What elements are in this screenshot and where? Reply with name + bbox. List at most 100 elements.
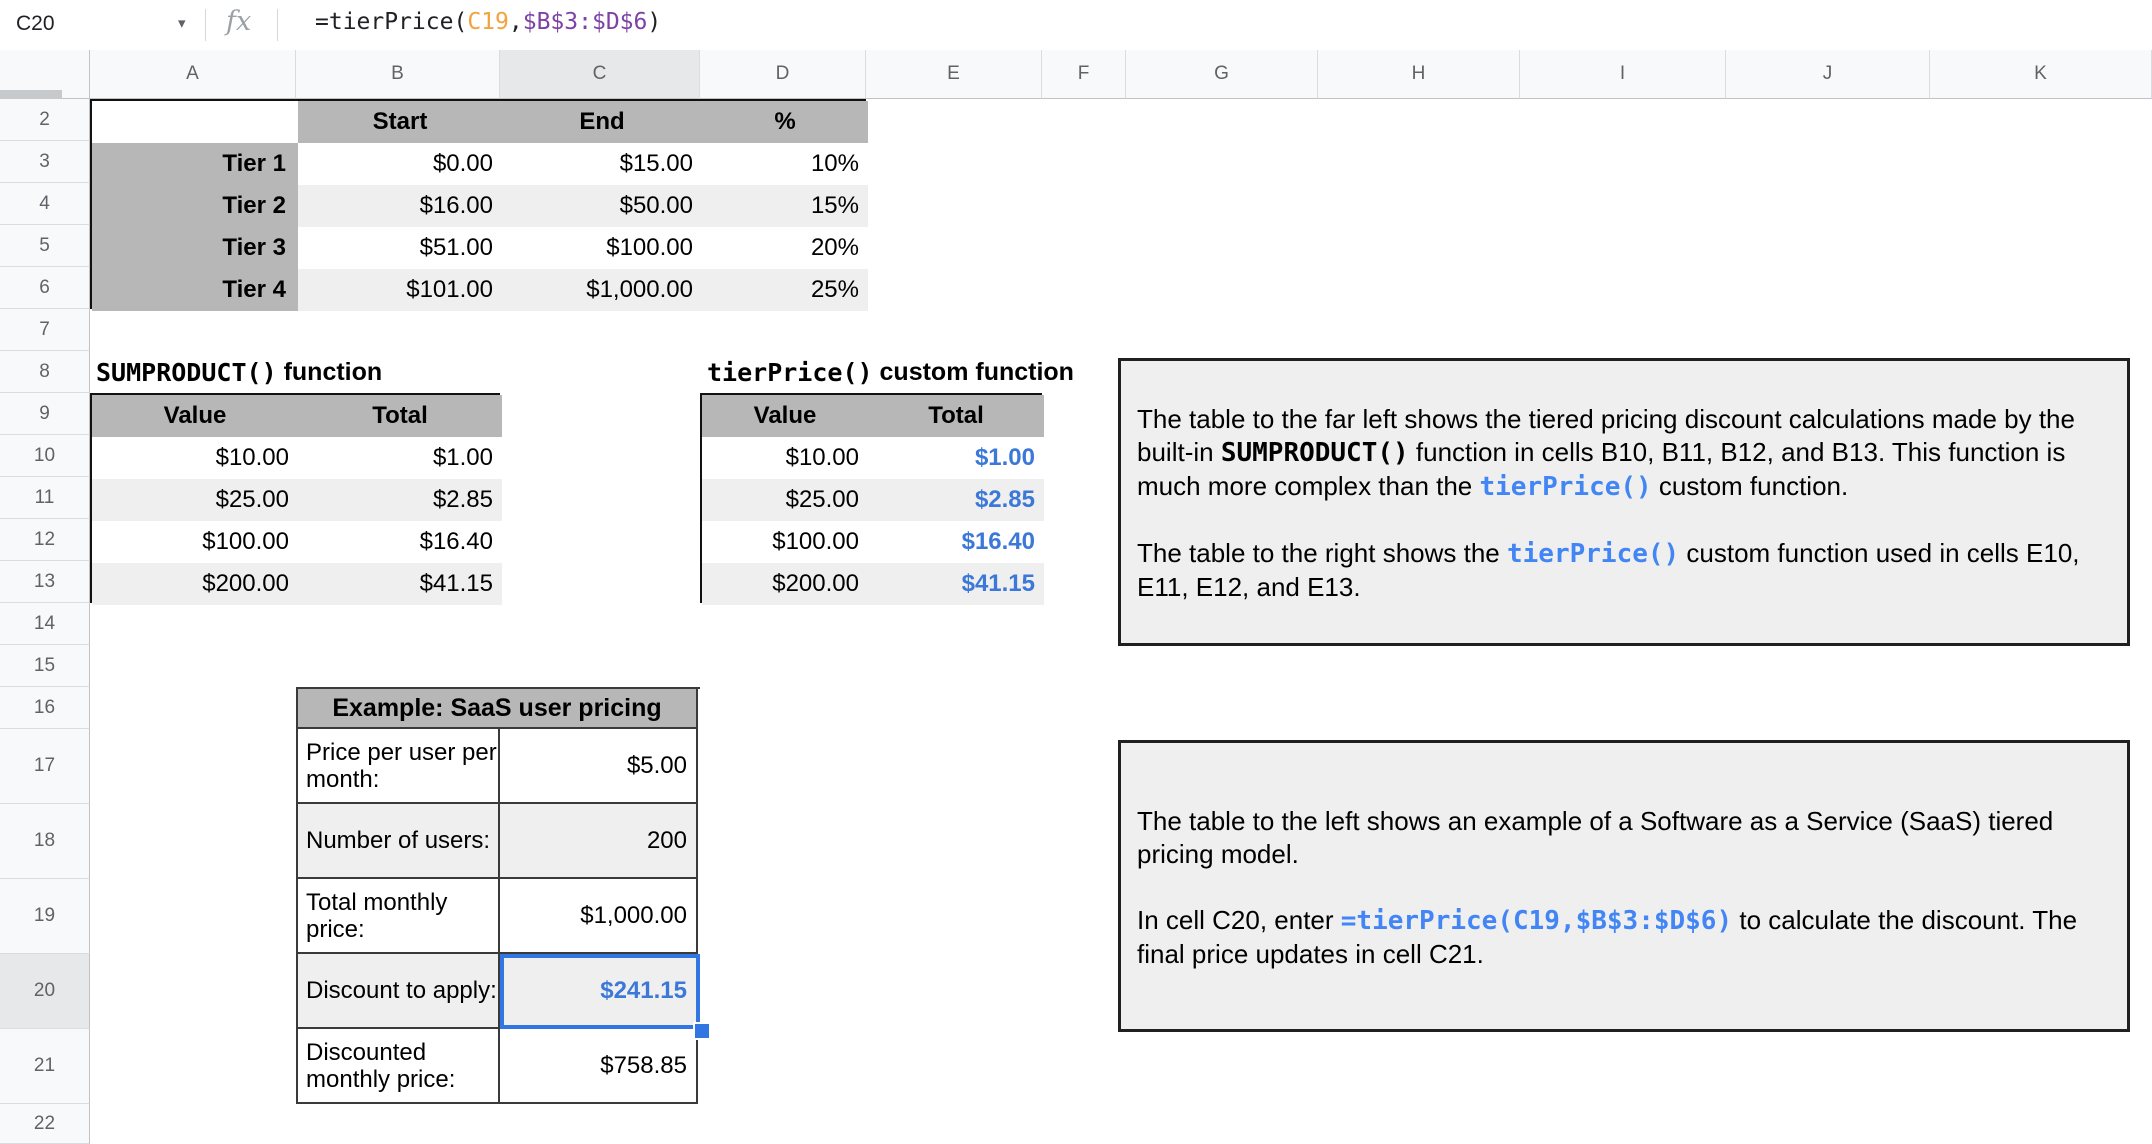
cell[interactable]: $2.85: [868, 479, 1044, 521]
cell[interactable]: $241.15: [500, 954, 698, 1029]
cell[interactable]: Start: [298, 101, 502, 143]
column-header-A[interactable]: A: [90, 50, 296, 99]
cell[interactable]: $50.00: [502, 185, 702, 227]
cell[interactable]: Tier 2: [92, 185, 298, 227]
chevron-down-icon[interactable]: ▾: [178, 15, 186, 32]
row-header-20[interactable]: 20: [0, 954, 90, 1029]
fx-icon: fx: [226, 6, 252, 37]
column-header-E[interactable]: E: [866, 50, 1042, 99]
cell[interactable]: %: [702, 101, 868, 143]
column-header-D[interactable]: D: [700, 50, 866, 99]
cell[interactable]: 200: [500, 804, 698, 879]
row-header-13[interactable]: 13: [0, 561, 90, 603]
row-header-8[interactable]: 8: [0, 351, 90, 393]
cell[interactable]: $16.40: [298, 521, 502, 563]
cell[interactable]: $5.00: [500, 729, 698, 804]
cell[interactable]: $16.40: [868, 521, 1044, 563]
cell[interactable]: Total monthly price:: [298, 879, 500, 954]
row-header-7[interactable]: 7: [0, 309, 90, 351]
cell[interactable]: $100.00: [92, 521, 298, 563]
sumproduct-title[interactable]: SUMPRODUCT() function: [96, 351, 382, 393]
cell[interactable]: $758.85: [500, 1029, 698, 1104]
formula-input[interactable]: =tierPrice(C19,$B$3:$D$6): [315, 9, 661, 35]
cell[interactable]: Price per user per month:: [298, 729, 500, 804]
cell[interactable]: $16.00: [298, 185, 502, 227]
cell[interactable]: $10.00: [702, 437, 868, 479]
column-header-G[interactable]: G: [1126, 50, 1318, 99]
cell[interactable]: $10.00: [92, 437, 298, 479]
cell[interactable]: Discounted monthly price:: [298, 1029, 500, 1104]
cell[interactable]: $1,000.00: [500, 879, 698, 954]
cell[interactable]: $1.00: [868, 437, 1044, 479]
column-header-F[interactable]: F: [1042, 50, 1126, 99]
example-table: Example: SaaS user pricing Price per user…: [296, 687, 700, 1104]
cell[interactable]: $41.15: [298, 563, 502, 605]
cell[interactable]: $25.00: [702, 479, 868, 521]
row-header-19[interactable]: 19: [0, 879, 90, 954]
cell[interactable]: 15%: [702, 185, 868, 227]
cell[interactable]: 10%: [702, 143, 868, 185]
cell[interactable]: $15.00: [502, 143, 702, 185]
cell[interactable]: $41.15: [868, 563, 1044, 605]
column-header-C[interactable]: C: [500, 50, 700, 99]
row-header-16[interactable]: 16: [0, 687, 90, 729]
selected-cell-outline[interactable]: [500, 954, 711, 1040]
cell[interactable]: $2.85: [298, 479, 502, 521]
cell[interactable]: $25.00: [92, 479, 298, 521]
cell[interactable]: $1.00: [298, 437, 502, 479]
cell[interactable]: Number of users:: [298, 804, 500, 879]
row-header-9[interactable]: 9: [0, 393, 90, 435]
cell[interactable]: [92, 101, 298, 143]
note-text: The table to the left shows an example o…: [1137, 806, 2054, 869]
cell[interactable]: $200.00: [92, 563, 298, 605]
cell[interactable]: $101.00: [298, 269, 502, 311]
tierprice-title[interactable]: tierPrice() custom function: [707, 351, 1074, 393]
cell[interactable]: $51.00: [298, 227, 502, 269]
row-header-12[interactable]: 12: [0, 519, 90, 561]
cell[interactable]: Total: [868, 395, 1044, 437]
cell[interactable]: $200.00: [702, 563, 868, 605]
code-text: =tierPrice(C19,$B$3:$D$6): [1340, 906, 1733, 936]
cell[interactable]: Value: [92, 395, 298, 437]
note-paragraph: The table to the far left shows the tier…: [1137, 403, 2111, 504]
row-header-21[interactable]: 21: [0, 1029, 90, 1104]
row-header-6[interactable]: 6: [0, 267, 90, 309]
note-box-2[interactable]: The table to the left shows an example o…: [1118, 740, 2130, 1032]
cell[interactable]: Total: [298, 395, 502, 437]
row-header-4[interactable]: 4: [0, 183, 90, 225]
cell-name-box[interactable]: C20 ▾: [0, 0, 205, 48]
cell[interactable]: $100.00: [702, 521, 868, 563]
row-header-18[interactable]: 18: [0, 804, 90, 879]
row-header-5[interactable]: 5: [0, 225, 90, 267]
cell[interactable]: Discount to apply:: [298, 954, 500, 1029]
cell[interactable]: 20%: [702, 227, 868, 269]
fill-handle[interactable]: [693, 1022, 711, 1040]
cell[interactable]: Example: SaaS user pricing: [298, 689, 698, 729]
cell[interactable]: 25%: [702, 269, 868, 311]
row-header-10[interactable]: 10: [0, 435, 90, 477]
cell[interactable]: End: [502, 101, 702, 143]
note-text: The table to the right shows the: [1137, 538, 1507, 568]
cell[interactable]: Tier 1: [92, 143, 298, 185]
cell[interactable]: Value: [702, 395, 868, 437]
cell[interactable]: Tier 3: [92, 227, 298, 269]
column-header-I[interactable]: I: [1520, 50, 1726, 99]
column-header-H[interactable]: H: [1318, 50, 1520, 99]
cell[interactable]: $1,000.00: [502, 269, 702, 311]
row-header-17[interactable]: 17: [0, 729, 90, 804]
row-header-15[interactable]: 15: [0, 645, 90, 687]
column-header-B[interactable]: B: [296, 50, 500, 99]
cell[interactable]: Tier 4: [92, 269, 298, 311]
note-box-1[interactable]: The table to the far left shows the tier…: [1118, 358, 2130, 646]
note-text: function in cells B10, B11, B12, and B13…: [1137, 437, 2066, 501]
row-header-14[interactable]: 14: [0, 603, 90, 645]
sumproduct-table: Value Total $10.00 $1.00 $25.00 $2.85 $100.00 $…: [90, 393, 502, 605]
cell[interactable]: $100.00: [502, 227, 702, 269]
row-header-2[interactable]: 2: [0, 99, 90, 141]
row-header-11[interactable]: 11: [0, 477, 90, 519]
column-header-K[interactable]: K: [1930, 50, 2152, 99]
row-header-3[interactable]: 3: [0, 141, 90, 183]
cell[interactable]: $0.00: [298, 143, 502, 185]
column-header-J[interactable]: J: [1726, 50, 1930, 99]
row-header-22[interactable]: 22: [0, 1104, 90, 1144]
